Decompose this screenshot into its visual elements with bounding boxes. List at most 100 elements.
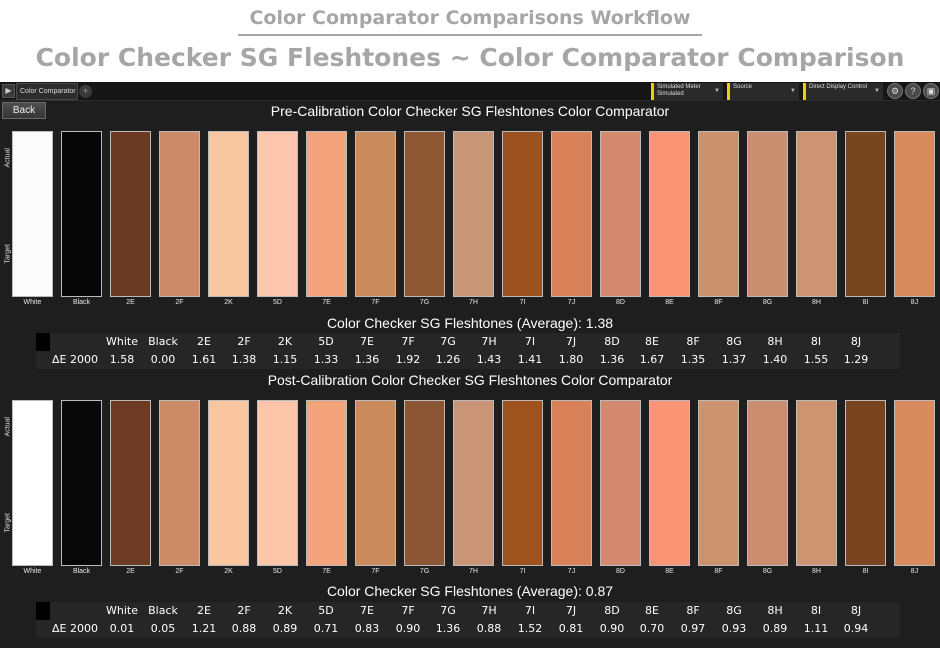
- page-title: Color Checker SG Fleshtones ~ Color Comp…: [35, 43, 905, 72]
- patch-label: 8H: [812, 568, 821, 575]
- color-patch-7i: [502, 131, 543, 297]
- column-header: 5D: [318, 335, 334, 348]
- post-patch-grid: Actual Target White Black 2E 2F 2K 5D 7E 7F 7G 7H…: [5, 397, 940, 579]
- patch-label: 8G: [762, 568, 773, 575]
- color-patch-8e: [649, 400, 690, 566]
- table-cell: 0.94: [843, 622, 869, 635]
- column-header: 8D: [604, 335, 620, 348]
- color-patch-7f: [355, 400, 396, 566]
- color-patch-2k: [208, 400, 249, 566]
- table-cell: 0.90: [395, 622, 421, 635]
- table-cell: 0.01: [109, 622, 135, 635]
- pre-section-title: Pre-Calibration Color Checker SG Fleshto…: [270, 103, 670, 119]
- patch-label: 8D: [616, 568, 625, 575]
- back-button[interactable]: Back: [2, 102, 46, 119]
- patch-label: 8E: [665, 299, 674, 306]
- patch-label: 8J: [910, 568, 919, 575]
- table-row: [36, 620, 900, 638]
- table-cell: 0.97: [680, 622, 706, 635]
- column-header: 8J: [850, 335, 862, 348]
- table-cell: 0.05: [150, 622, 176, 635]
- nav-arrow-icon[interactable]: ▶: [2, 84, 15, 98]
- meter-dropdown-label: Simulated Meter: [657, 84, 701, 90]
- patch-label: 2F: [175, 568, 184, 575]
- patch-label: 2K: [224, 299, 233, 306]
- table-cell: 1.15: [272, 353, 298, 366]
- patch-label: 2E: [126, 568, 135, 575]
- column-header: Black: [148, 604, 178, 617]
- patch-label: 7E: [322, 299, 331, 306]
- table-cell: 1.55: [803, 353, 829, 366]
- column-header: 7H: [481, 604, 497, 617]
- patch-label: 7J: [567, 568, 576, 575]
- meter-dropdown-value: Simulated: [657, 91, 684, 97]
- patch-label: 8J: [910, 299, 919, 306]
- color-patch-8i: [845, 131, 886, 297]
- table-cell: 0.83: [354, 622, 380, 635]
- column-header: 7I: [524, 335, 536, 348]
- toolbar: ▶ Color Comparator + Simulated Meter Sim…: [0, 82, 940, 101]
- patch-label: 2K: [224, 568, 233, 575]
- table-cell: 1.21: [191, 622, 217, 635]
- patch-label: 7E: [322, 568, 331, 575]
- color-patch-white: [12, 131, 53, 297]
- color-patch-8d: [600, 131, 641, 297]
- color-patch-black: [61, 131, 102, 297]
- column-header: 2K: [277, 335, 293, 348]
- column-header: 7J: [565, 604, 577, 617]
- column-header: 2F: [237, 604, 251, 617]
- color-patch-2k: [208, 131, 249, 297]
- source-dropdown-label: Source: [733, 84, 753, 90]
- color-patch-8h: [796, 400, 837, 566]
- help-icon[interactable]: ?: [905, 83, 921, 99]
- color-patch-8j: [894, 131, 935, 297]
- column-header: 8E: [645, 335, 659, 348]
- table-cell: 1.40: [762, 353, 788, 366]
- patch-label: 2E: [126, 299, 135, 306]
- color-patch-7e: [306, 131, 347, 297]
- table-cell: 1.35: [680, 353, 706, 366]
- color-patch-white: [12, 400, 53, 566]
- meter-dropdown[interactable]: Simulated Meter Simulated ▼: [651, 83, 723, 100]
- chevron-down-icon: ▼: [790, 88, 796, 94]
- color-patch-8d: [600, 400, 641, 566]
- display-control-dropdown[interactable]: Direct Display Control ▼: [803, 83, 883, 100]
- column-header: White: [106, 604, 138, 617]
- pre-average: Color Checker SG Fleshtones (Average): 1…: [326, 315, 614, 331]
- patch-label: 2F: [175, 299, 184, 306]
- column-header: 8I: [810, 335, 822, 348]
- table-cell: 1.61: [191, 353, 217, 366]
- table-cell: 0.89: [762, 622, 788, 635]
- table-cell: 0.88: [476, 622, 502, 635]
- patch-label: 8F: [714, 568, 723, 575]
- color-patch-8g: [747, 131, 788, 297]
- add-tab-icon[interactable]: +: [79, 85, 92, 98]
- column-header: 8H: [767, 335, 783, 348]
- table-cell: 1.36: [599, 353, 625, 366]
- table-cell: 1.38: [231, 353, 257, 366]
- column-header: 8G: [726, 335, 742, 348]
- patch-label: 7I: [519, 568, 526, 575]
- gear-icon[interactable]: ⚙: [887, 83, 903, 99]
- patch-label: 8I: [862, 299, 869, 306]
- tab-color-comparator[interactable]: Color Comparator: [16, 83, 78, 100]
- patch-label: 5D: [273, 299, 282, 306]
- column-header: 7I: [524, 604, 536, 617]
- column-header: 7H: [481, 335, 497, 348]
- column-header: Black: [148, 335, 178, 348]
- title-divider: [238, 34, 702, 36]
- post-average: Color Checker SG Fleshtones (Average): 0…: [326, 583, 614, 599]
- patch-label: 7G: [419, 568, 430, 575]
- patch-label: 8I: [862, 568, 869, 575]
- patch-label: 8E: [665, 568, 674, 575]
- color-patch-7h: [453, 400, 494, 566]
- maximize-icon[interactable]: ▣: [923, 83, 939, 99]
- color-patch-7g: [404, 131, 445, 297]
- source-dropdown[interactable]: Source ▼: [727, 83, 799, 100]
- target-label: Target: [4, 513, 12, 533]
- color-patch-7g: [404, 400, 445, 566]
- table-cell: 0.00: [150, 353, 176, 366]
- patch-label: White: [23, 299, 42, 306]
- table-header-row: [36, 333, 900, 351]
- patch-label: 8F: [714, 299, 723, 306]
